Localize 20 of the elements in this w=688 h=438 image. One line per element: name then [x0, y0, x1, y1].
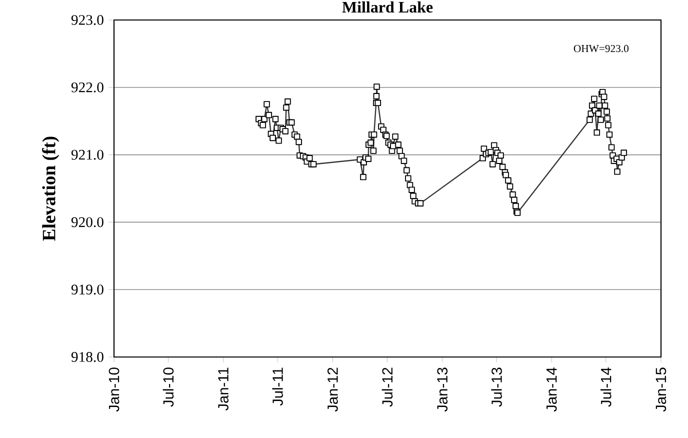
x-tick-label: Jan-15 [656, 368, 666, 412]
x-tick-label: Jan-14 [546, 367, 557, 412]
x-tick-label: Jul-12 [382, 368, 393, 407]
x-tick-label: Jan-11 [218, 368, 228, 411]
x-tick-label: Jul-10 [162, 368, 174, 407]
y-tick-label: 922.0 [71, 82, 104, 92]
y-tick-label: 923.0 [71, 15, 104, 25]
x-tick-label: Jul-13 [491, 368, 502, 407]
chart-title: Millard Lake [342, 1, 433, 13]
x-tick-label: Jan-12 [328, 368, 338, 412]
y-tick-label: 921.0 [71, 150, 104, 160]
x-tick-label: Jan-13 [437, 368, 448, 412]
x-tick-label: Jul-14 [600, 367, 612, 407]
x-tick-label: Jul-11 [272, 368, 283, 406]
y-tick-label: 919.0 [71, 284, 104, 295]
y-tick-label: 920.0 [71, 217, 104, 228]
x-tick-label: Jan-10 [108, 368, 120, 412]
y-tick-label: 918.0 [71, 352, 104, 362]
annotation: OHW=923.0 [574, 44, 629, 52]
y-axis-title: Elevation (ft) [42, 136, 60, 241]
